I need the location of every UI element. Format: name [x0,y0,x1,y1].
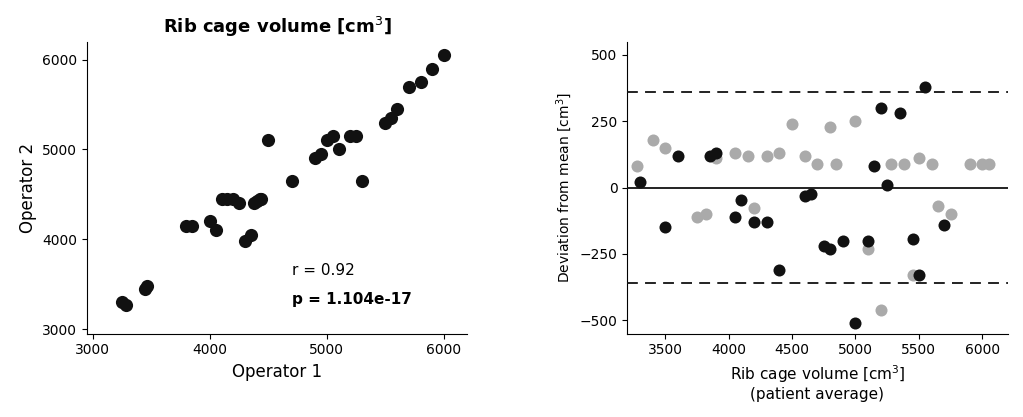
Point [847,320,863,327]
Point [708,150,724,156]
Point [389,106,405,113]
Point [412,79,429,85]
Point [225,196,241,202]
Point [821,245,838,252]
Point [771,150,788,156]
Point [879,182,895,188]
Point [860,245,877,252]
Point [178,223,194,229]
Point [208,227,224,234]
Point [319,137,336,144]
Point [688,214,705,220]
Point [283,178,300,184]
Point [758,219,774,226]
Text: p = 1.104e-17: p = 1.104e-17 [293,292,412,307]
Point [354,178,370,184]
Point [892,110,908,117]
Point [702,153,718,159]
Point [324,133,341,139]
Point [384,115,400,121]
Point [114,299,130,306]
Point [657,224,673,231]
Point [746,219,762,226]
Point [726,150,743,156]
Point [917,83,933,90]
Point [242,231,259,238]
Point [202,218,218,225]
Point [631,179,648,186]
Point [401,83,417,90]
Point [313,151,329,157]
Point [740,153,756,159]
Point [219,196,235,202]
Point [980,161,996,167]
Point [835,237,851,244]
Point [873,105,889,111]
Point [342,133,358,139]
Point [726,214,743,220]
Point [797,192,813,199]
Point [425,65,441,72]
Point [815,243,832,249]
Point [436,52,452,58]
Point [644,136,661,143]
Point [231,200,248,207]
Point [784,121,800,127]
Point [895,161,911,167]
Point [184,223,201,229]
Point [942,211,959,218]
Point [847,118,863,125]
Point [330,146,347,153]
Point [860,237,877,244]
Point [214,196,230,202]
Point [962,161,978,167]
Point [910,155,927,162]
Point [809,161,826,167]
Point [904,272,921,279]
Point [883,161,899,167]
Point [118,301,134,308]
Point [866,163,883,170]
Point [698,211,714,218]
Point [924,161,940,167]
Point [930,203,946,210]
Point [873,306,889,313]
Point [904,236,921,243]
Point [137,285,153,292]
Point [974,161,990,167]
Point [910,272,927,279]
Point [377,119,394,126]
Point [821,123,838,130]
Point [236,238,253,244]
Y-axis label: Deviation from mean [cm$^{3}$]: Deviation from mean [cm$^{3}$] [554,92,574,283]
X-axis label: Operator 1: Operator 1 [232,363,322,381]
Point [254,196,270,202]
Point [771,266,788,273]
Point [670,153,686,159]
Point [348,133,364,139]
Point [138,283,154,289]
Title: Rib cage volume [cm$^{3}$]: Rib cage volume [cm$^{3}$] [163,15,392,39]
Point [247,200,263,207]
Text: r = 0.92: r = 0.92 [293,263,355,278]
Point [249,197,265,204]
Point [657,145,673,151]
Point [260,137,276,144]
Point [758,153,774,159]
Point [797,153,813,159]
X-axis label: Rib cage volume [cm$^{3}$]
(patient average): Rib cage volume [cm$^{3}$] (patient aver… [729,363,905,402]
Point [252,196,268,202]
Point [629,163,646,170]
Point [829,161,845,167]
Point [936,221,952,228]
Point [803,191,819,198]
Y-axis label: Operator 2: Operator 2 [18,143,37,233]
Point [746,204,762,211]
Point [733,196,750,203]
Point [708,155,724,162]
Point [307,155,323,162]
